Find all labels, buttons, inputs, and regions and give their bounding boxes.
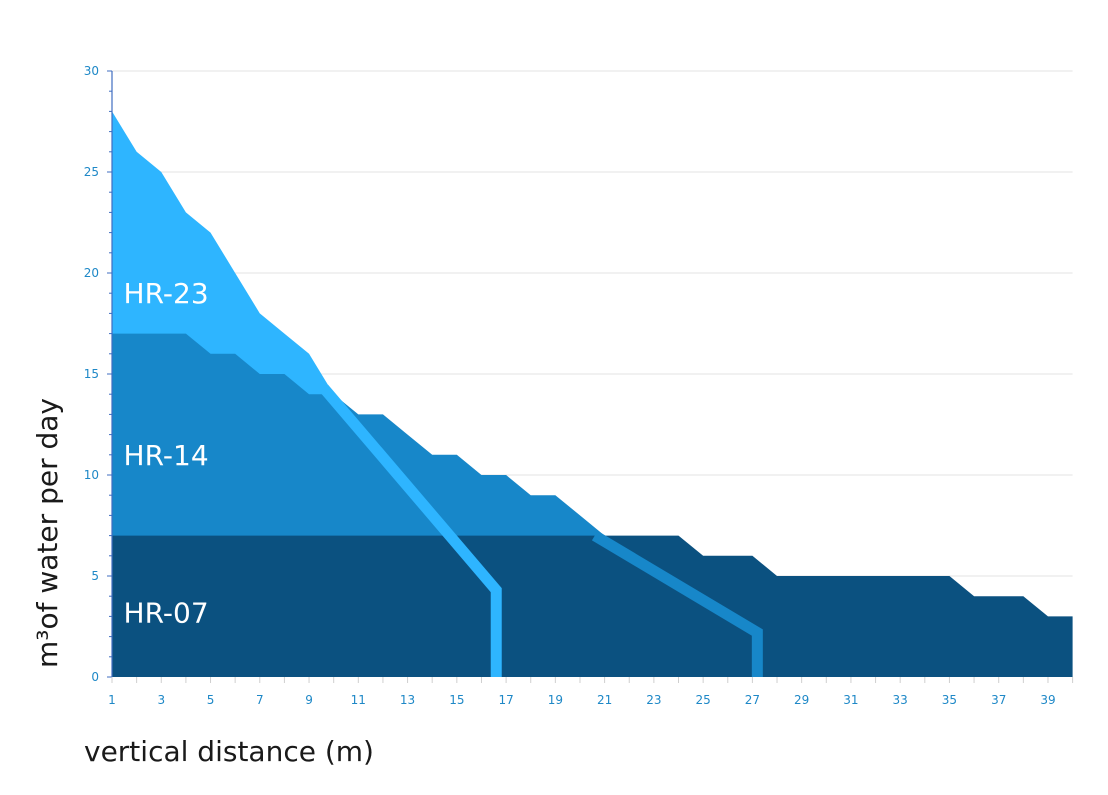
- y-tick-label: 20: [84, 266, 99, 280]
- x-tick-label: 23: [646, 693, 661, 707]
- x-tick-label: 7: [256, 693, 264, 707]
- y-tick-label: 15: [84, 367, 99, 381]
- x-axis-title: vertical distance (m): [84, 735, 374, 768]
- line-hr-14: [591, 530, 763, 677]
- x-tick-label: 39: [1040, 693, 1055, 707]
- x-tick-label: 15: [449, 693, 464, 707]
- x-tick-label: 33: [893, 693, 908, 707]
- x-tick-label: 17: [498, 693, 513, 707]
- series-label-hr-23: HR-23: [124, 277, 209, 310]
- y-axis-title: m³of water per day: [31, 398, 64, 668]
- x-tick-label: 35: [942, 693, 957, 707]
- x-tick-label: 1: [108, 693, 116, 707]
- x-tick-label: 29: [794, 693, 809, 707]
- x-tick-label: 9: [305, 693, 313, 707]
- x-tick-label: 19: [548, 693, 563, 707]
- x-tick-label: 5: [207, 693, 215, 707]
- series-labels: HR-23 HR-14 HR-07: [124, 277, 209, 629]
- series-label-hr-14: HR-14: [124, 439, 209, 472]
- series-label-hr-07: HR-07: [124, 596, 209, 629]
- x-tick-label: 13: [400, 693, 415, 707]
- line-hr-23: [319, 384, 502, 677]
- y-tick-label: 30: [84, 64, 99, 78]
- series-tail-lines: [319, 384, 763, 677]
- x-tick-label: 31: [843, 693, 858, 707]
- x-tick-label: 27: [745, 693, 760, 707]
- y-tick-label: 25: [84, 165, 99, 179]
- y-tick-label: 5: [91, 569, 99, 583]
- x-tick-label: 37: [991, 693, 1006, 707]
- area-hr-07: [112, 535, 1073, 677]
- x-tick-label: 25: [695, 693, 710, 707]
- y-tick-label: 10: [84, 468, 99, 482]
- x-tick-label: 11: [351, 693, 366, 707]
- series-areas: [112, 111, 1073, 677]
- y-tick-label: 0: [91, 670, 99, 684]
- x-tick-label: 21: [597, 693, 612, 707]
- x-tick-label: 3: [157, 693, 165, 707]
